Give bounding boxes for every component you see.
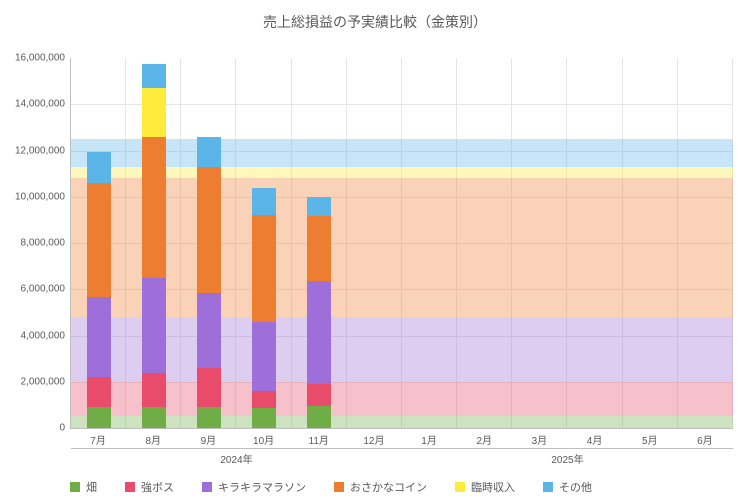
x-tick-label: 7月 (71, 428, 125, 447)
budget-area-osakana (71, 178, 733, 317)
bar-seg-kirakira (252, 322, 276, 391)
actual-bar (197, 58, 221, 428)
bar-seg-osakana (307, 216, 331, 281)
actual-bar (307, 58, 331, 428)
bar-seg-hatake (87, 407, 111, 428)
bar-seg-sonota (87, 152, 111, 183)
legend-item-osakana: おさかなコイン (334, 479, 427, 495)
legend-label: その他 (559, 479, 592, 495)
x-tick-label: 12月 (347, 428, 401, 447)
bar-seg-kirakira (307, 281, 331, 384)
legend-item-sonota: その他 (543, 479, 592, 495)
bar-seg-boss (197, 368, 221, 407)
bar-seg-sonota (142, 64, 166, 88)
x-tick-label: 6月 (678, 428, 732, 447)
bar-seg-sonota (252, 188, 276, 216)
x-group-label: 2024年 (71, 448, 402, 466)
budget-area-sonota (71, 139, 733, 167)
bar-seg-osakana (87, 183, 111, 297)
x-tick-label: 5月 (623, 428, 677, 447)
actual-bar (87, 58, 111, 428)
bar-seg-hatake (197, 407, 221, 428)
bar-seg-rinji (142, 88, 166, 137)
legend-swatch (334, 482, 344, 492)
x-tick-label: 1月 (402, 428, 456, 447)
bar-seg-boss (142, 373, 166, 408)
bar-seg-boss (252, 391, 276, 408)
legend-label: キラキラマラソン (218, 479, 306, 495)
y-tick-label: 2,000,000 (21, 376, 72, 387)
legend-label: 畑 (86, 479, 97, 495)
legend-item-kirakira: キラキラマラソン (202, 479, 306, 495)
actual-bar (252, 58, 276, 428)
actual-bar (142, 58, 166, 428)
legend-swatch (125, 482, 135, 492)
x-tick-label: 9月 (181, 428, 235, 447)
legend-swatch (70, 482, 80, 492)
legend-label: おさかなコイン (350, 479, 427, 495)
bar-seg-hatake (252, 408, 276, 428)
legend-label: 臨時収入 (471, 479, 515, 495)
bar-seg-kirakira (142, 278, 166, 373)
x-group-label: 2025年 (402, 448, 733, 466)
legend-item-hatake: 畑 (70, 479, 97, 495)
legend: 畑 強ボス キラキラマラソン おさかなコイン 臨時収入 その他 (70, 475, 732, 495)
y-tick-label: 12,000,000 (15, 145, 71, 156)
bar-seg-osakana (142, 137, 166, 278)
x-tick-label: 3月 (512, 428, 566, 447)
y-tick-label: 10,000,000 (15, 191, 71, 202)
x-tick-label: 8月 (126, 428, 180, 447)
y-tick-label: 6,000,000 (21, 284, 72, 295)
x-tick-label: 10月 (237, 428, 291, 447)
legend-swatch (202, 482, 212, 492)
bar-seg-sonota (307, 197, 331, 217)
bar-seg-boss (87, 377, 111, 407)
budget-area-rinji (71, 167, 733, 179)
legend-swatch (455, 482, 465, 492)
bar-seg-hatake (142, 407, 166, 428)
x-tick-label: 4月 (568, 428, 622, 447)
budget-area-hatake (71, 416, 733, 428)
y-tick-label: 8,000,000 (21, 238, 72, 249)
bar-seg-osakana (197, 167, 221, 293)
budget-area-kirakira (71, 317, 733, 382)
x-tick-label: 2月 (457, 428, 511, 447)
bar-seg-boss (307, 384, 331, 406)
y-tick-label: 4,000,000 (21, 330, 72, 341)
legend-item-boss: 強ボス (125, 479, 174, 495)
chart-title: 売上総損益の予実績比較（金策別） (0, 0, 750, 32)
plot-area: 02,000,0004,000,0006,000,0008,000,00010,… (70, 58, 733, 429)
bar-seg-osakana (252, 215, 276, 321)
y-tick-label: 0 (59, 423, 71, 434)
legend-swatch (543, 482, 553, 492)
budget-area-boss (71, 382, 733, 417)
bar-seg-sonota (197, 137, 221, 167)
legend-label: 強ボス (141, 479, 174, 495)
bar-seg-hatake (307, 406, 331, 428)
legend-item-rinji: 臨時収入 (455, 479, 515, 495)
y-tick-label: 16,000,000 (15, 53, 71, 64)
bar-seg-kirakira (197, 293, 221, 368)
bar-seg-kirakira (87, 297, 111, 377)
y-tick-label: 14,000,000 (15, 99, 71, 110)
x-tick-label: 11月 (292, 428, 346, 447)
